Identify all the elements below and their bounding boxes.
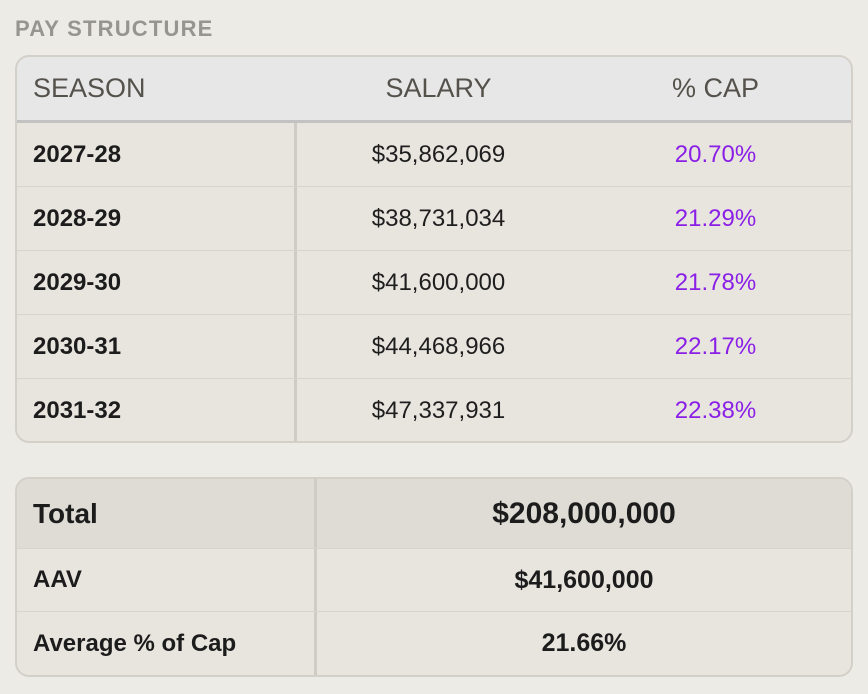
table-header: SEASON SALARY % CAP	[17, 57, 851, 123]
season-cell: 2029-30	[17, 251, 297, 314]
pay-structure-table: SEASON SALARY % CAP 2027-28 $35,862,069 …	[15, 55, 853, 443]
salary-cell: $38,731,034	[371, 204, 506, 232]
summary-value-average-cap: 21.66%	[541, 629, 627, 657]
table-row: 2029-30 $41,600,000 21.78%	[17, 251, 851, 315]
cap-percent-cell: 22.17%	[674, 332, 757, 360]
salary-cell: $35,862,069	[371, 140, 506, 168]
table-row: 2027-28 $35,862,069 20.70%	[17, 123, 851, 187]
column-header-season[interactable]: SEASON	[33, 73, 146, 103]
table-row: 2028-29 $38,731,034 21.29%	[17, 187, 851, 251]
summary-label-aav: AAV	[17, 549, 317, 611]
summary-label-average-cap: Average % of Cap	[17, 612, 317, 675]
summary-row-average-cap: Average % of Cap 21.66%	[17, 612, 851, 675]
cap-percent-cell: 21.29%	[674, 204, 757, 232]
column-header-cap[interactable]: % CAP	[671, 73, 760, 103]
season-cell: 2030-31	[17, 315, 297, 378]
salary-cell: $44,468,966	[371, 332, 506, 360]
contract-summary-table: Total $208,000,000 AAV $41,600,000 Avera…	[15, 477, 853, 677]
cap-percent-cell: 21.78%	[674, 268, 757, 296]
summary-label-total: Total	[17, 479, 317, 548]
section-title: PAY STRUCTURE	[15, 16, 214, 41]
salary-cell: $47,337,931	[371, 397, 506, 424]
season-cell: 2027-28	[17, 123, 297, 186]
cap-percent-cell: 20.70%	[674, 140, 757, 168]
summary-row-aav: AAV $41,600,000	[17, 549, 851, 612]
season-cell: 2031-32	[17, 379, 297, 441]
summary-row-total: Total $208,000,000	[17, 479, 851, 549]
cap-percent-cell: 22.38%	[674, 397, 757, 424]
summary-value-aav: $41,600,000	[514, 565, 654, 594]
summary-value-total: $208,000,000	[492, 496, 676, 530]
column-header-salary[interactable]: SALARY	[385, 73, 492, 103]
salary-cell: $41,600,000	[371, 268, 506, 296]
season-cell: 2028-29	[17, 187, 297, 250]
table-row: 2030-31 $44,468,966 22.17%	[17, 315, 851, 379]
table-row: 2031-32 $47,337,931 22.38%	[17, 379, 851, 441]
